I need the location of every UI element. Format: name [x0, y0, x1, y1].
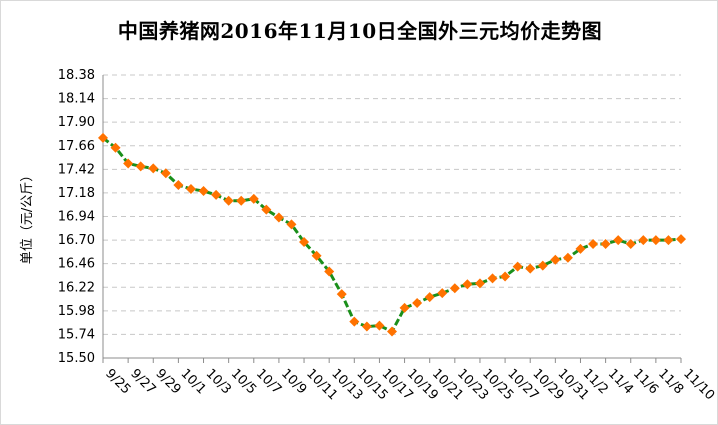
y-tick-label: 15.50	[58, 351, 95, 366]
data-point	[537, 260, 548, 271]
y-tick-label: 16.46	[58, 257, 95, 272]
y-tick-label: 18.14	[58, 92, 95, 107]
data-point	[349, 316, 360, 327]
x-tick-labels: 9/259/279/2910/110/310/510/710/910/1110/…	[102, 366, 717, 403]
data-point	[110, 142, 121, 153]
x-tick-label: 10/7	[253, 366, 284, 397]
data-point	[311, 250, 322, 261]
y-tick-label: 15.98	[58, 304, 95, 319]
data-point	[273, 212, 284, 223]
series-line	[102, 136, 682, 333]
y-axis-title: 单位（元/公斤）	[20, 169, 35, 264]
data-point	[236, 195, 247, 206]
data-point	[650, 235, 661, 246]
data-point	[462, 279, 473, 290]
data-point	[562, 252, 573, 263]
data-point	[361, 321, 372, 332]
data-point	[286, 219, 297, 230]
y-tick-label: 15.74	[58, 327, 95, 342]
data-point	[449, 283, 460, 294]
y-tick-label: 16.22	[58, 280, 95, 295]
data-point	[613, 235, 624, 246]
data-point	[588, 239, 599, 250]
data-point	[625, 239, 636, 250]
x-tick-label: 9/25	[102, 366, 133, 397]
y-tick-labels: 15.50 15.74 15.98 16.22 16.46 16.70 16.94 17.18…	[58, 68, 95, 366]
data-point	[575, 243, 586, 254]
data-point	[512, 261, 523, 272]
data-point	[148, 163, 159, 174]
data-point	[336, 289, 347, 300]
y-tick-label: 17.18	[58, 186, 95, 201]
data-point	[185, 183, 196, 194]
data-point	[487, 273, 498, 284]
data-point	[412, 297, 423, 308]
x-tick-label: 9/27	[127, 366, 158, 397]
data-point	[525, 263, 536, 274]
data-point	[399, 302, 410, 313]
data-point	[474, 278, 485, 289]
series-markers	[98, 132, 686, 337]
x-tick-label: 11/6	[630, 366, 661, 397]
data-point	[248, 193, 259, 204]
x-tick-label: 10/9	[278, 366, 309, 397]
data-point	[324, 266, 335, 277]
data-point	[173, 180, 184, 191]
data-point	[223, 195, 234, 206]
y-tick-label: 18.38	[58, 68, 95, 83]
data-point	[261, 204, 272, 215]
y-tick-label: 16.70	[58, 233, 95, 248]
data-point	[500, 271, 511, 282]
x-tick-label: 10/1	[178, 366, 209, 397]
axes	[102, 75, 682, 363]
data-point	[387, 326, 397, 337]
x-tick-label: 11/10	[680, 366, 717, 403]
data-point	[374, 320, 385, 331]
data-point	[123, 158, 134, 169]
data-point	[424, 292, 435, 303]
data-point	[663, 235, 674, 246]
data-point	[437, 288, 448, 299]
series-polyline	[102, 136, 682, 333]
data-point	[600, 239, 611, 250]
y-tick-label: 16.94	[58, 210, 95, 225]
data-point	[299, 237, 310, 248]
y-tick-label: 17.90	[58, 115, 95, 130]
x-tick-label: 11/4	[605, 366, 636, 397]
data-point	[676, 234, 686, 245]
x-tick-label: 10/3	[203, 366, 234, 397]
x-tick-label: 11/8	[655, 366, 686, 397]
y-tick-label: 17.66	[58, 139, 95, 154]
gridlines	[103, 74, 681, 335]
data-point	[135, 161, 146, 172]
data-point	[98, 132, 108, 143]
data-point	[198, 185, 209, 196]
data-point	[638, 235, 649, 246]
data-point	[550, 254, 561, 265]
data-point	[160, 168, 171, 179]
data-point	[211, 189, 222, 200]
y-tick-label: 17.42	[58, 162, 95, 177]
chart-title: 中国养猪网2016年11月10日全国外三元均价走势图	[117, 19, 603, 43]
x-tick-label: 9/29	[152, 366, 183, 397]
x-tick-label: 10/5	[228, 366, 259, 397]
